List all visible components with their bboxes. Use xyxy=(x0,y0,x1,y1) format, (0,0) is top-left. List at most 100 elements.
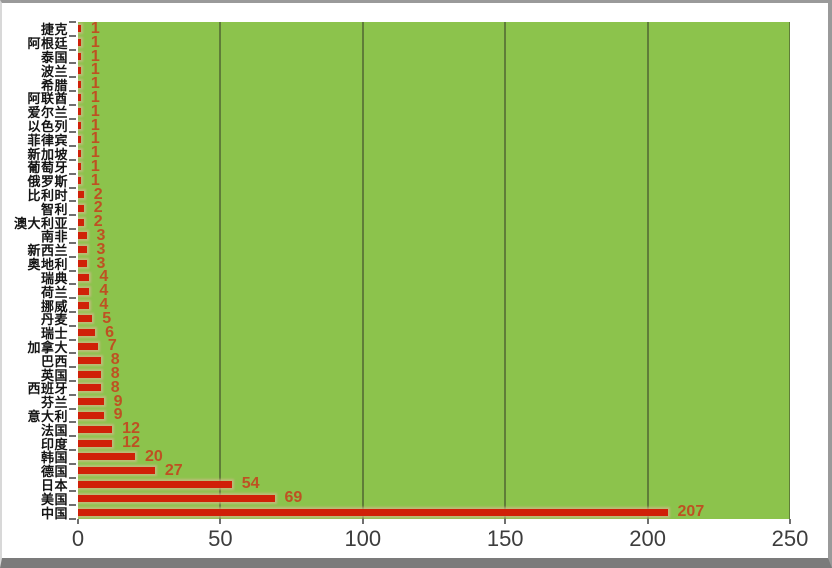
y-axis-tick xyxy=(69,34,76,37)
x-axis-tick xyxy=(219,519,222,524)
y-axis-tick xyxy=(69,186,76,189)
bar xyxy=(78,494,275,502)
y-axis-tick xyxy=(69,338,76,341)
gridline xyxy=(219,22,222,519)
y-axis-tick xyxy=(69,379,76,382)
category-label: 澳大利亚 xyxy=(13,215,68,231)
bar-value-label: 1 xyxy=(90,88,100,106)
x-axis-tick-label: 100 xyxy=(344,526,382,551)
bar-value-label: 8 xyxy=(110,351,120,369)
category-label: 奥地利 xyxy=(27,257,68,273)
bar-row: 1 xyxy=(78,33,790,51)
x-axis-tick xyxy=(361,519,364,524)
category-label: 法国 xyxy=(40,422,68,438)
bar xyxy=(78,273,90,281)
bar-value-label: 1 xyxy=(90,33,100,51)
bar-row: 1 xyxy=(78,88,790,106)
x-axis-tick-label: 150 xyxy=(486,526,524,551)
bar xyxy=(78,315,93,323)
bar-row: 4 xyxy=(78,296,790,314)
bar-value-label: 27 xyxy=(164,461,183,479)
category-label: 以色列 xyxy=(27,119,68,135)
bar xyxy=(78,480,232,488)
bar-value-label: 4 xyxy=(99,268,109,286)
bar xyxy=(78,398,104,406)
y-axis-tick xyxy=(69,76,76,79)
bar-value-label: 3 xyxy=(96,254,106,272)
category-label: 巴西 xyxy=(40,353,68,369)
y-axis-tick xyxy=(69,228,76,231)
bar-row: 3 xyxy=(78,227,790,243)
gridline xyxy=(789,22,790,519)
bar xyxy=(78,191,84,199)
category-label: 丹麦 xyxy=(40,312,68,328)
y-axis-tick xyxy=(69,131,76,134)
category-label: 英国 xyxy=(40,367,68,383)
y-axis-tick xyxy=(69,490,76,493)
y-axis-tick xyxy=(69,159,76,162)
bar xyxy=(78,204,84,212)
y-axis-tick xyxy=(69,48,76,51)
category-label: 新加坡 xyxy=(27,146,68,162)
bar-value-label: 9 xyxy=(113,406,123,424)
x-axis-tick xyxy=(77,519,79,524)
y-axis-tick xyxy=(69,476,76,479)
bar xyxy=(78,425,113,433)
bar-value-label: 1 xyxy=(90,144,100,162)
bar-value-label: 2 xyxy=(93,199,103,217)
category-label: 瑞典 xyxy=(40,270,68,286)
gridline xyxy=(646,22,649,519)
bar xyxy=(78,329,96,337)
category-label: 中国 xyxy=(40,505,68,521)
bar-row: 1 xyxy=(78,47,790,65)
bar-row: 20 xyxy=(78,447,790,465)
bar-value-label: 207 xyxy=(677,503,705,519)
category-label: 美国 xyxy=(40,491,68,507)
bar-value-label: 5 xyxy=(102,309,112,327)
bar-row: 1 xyxy=(78,62,790,78)
y-axis-tick xyxy=(69,462,76,465)
x-axis-tick xyxy=(789,519,791,524)
bar-value-label: 1 xyxy=(90,102,100,120)
category-label: 俄罗斯 xyxy=(27,174,68,190)
bar xyxy=(78,342,98,350)
bar-value-label: 1 xyxy=(90,75,100,93)
y-axis-tick xyxy=(69,324,76,327)
category-label: 希腊 xyxy=(40,77,68,93)
bar-value-label: 54 xyxy=(241,475,260,493)
bar-row: 1 xyxy=(78,131,790,147)
bar-row: 3 xyxy=(78,254,790,272)
bar-row: 9 xyxy=(78,406,790,424)
bar xyxy=(78,411,104,419)
category-label: 瑞士 xyxy=(40,326,68,342)
bar-value-label: 8 xyxy=(110,365,120,383)
bar xyxy=(78,453,135,461)
category-label: 西班牙 xyxy=(27,381,68,397)
y-axis-tick xyxy=(69,518,76,520)
y-axis-tick xyxy=(69,407,76,410)
y-axis-tick xyxy=(69,297,76,300)
bar-row: 7 xyxy=(78,338,790,354)
bar xyxy=(78,356,101,364)
bar-value-label: 12 xyxy=(122,420,140,438)
x-axis-tick-label: 50 xyxy=(208,526,233,551)
category-label: 新西兰 xyxy=(27,243,68,259)
category-label: 芬兰 xyxy=(40,395,68,411)
bar-value-label: 4 xyxy=(99,296,109,314)
x-axis-tick-label: 250 xyxy=(771,526,809,551)
bar xyxy=(78,122,81,130)
bar-row: 207 xyxy=(78,503,790,519)
bar-row: 1 xyxy=(78,144,790,162)
y-axis-tick xyxy=(69,214,76,217)
bar xyxy=(78,218,84,226)
y-axis-tick xyxy=(69,241,76,244)
bar xyxy=(78,108,81,116)
category-label: 挪威 xyxy=(40,298,68,314)
x-axis-tick xyxy=(646,519,649,524)
bar-row: 2 xyxy=(78,214,790,230)
bar-value-label: 4 xyxy=(99,282,109,300)
bar-value-label: 20 xyxy=(144,447,163,465)
bar-row: 2 xyxy=(78,186,790,202)
bar-value-label: 1 xyxy=(90,47,100,65)
bar xyxy=(78,232,87,240)
